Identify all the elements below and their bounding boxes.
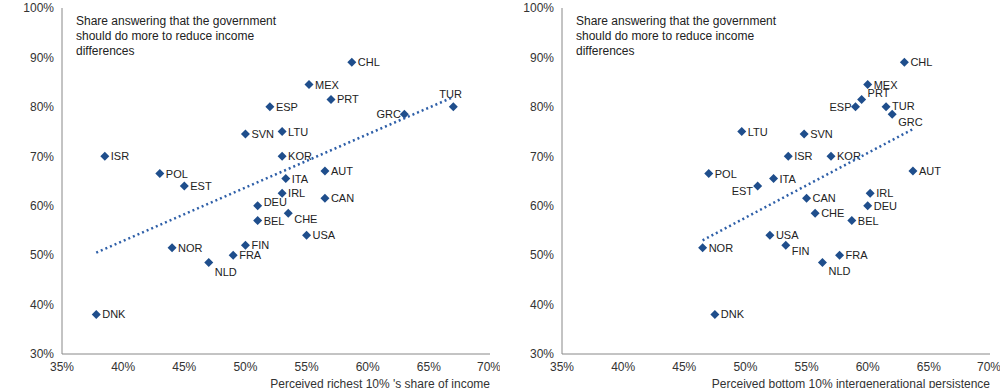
svg-text:70%: 70% bbox=[530, 150, 554, 164]
svg-text:ISR: ISR bbox=[111, 150, 129, 162]
svg-text:70%: 70% bbox=[977, 360, 992, 374]
svg-text:90%: 90% bbox=[30, 51, 54, 65]
svg-text:55%: 55% bbox=[795, 360, 819, 374]
svg-text:ESP: ESP bbox=[829, 101, 851, 113]
svg-text:GRC: GRC bbox=[376, 108, 401, 120]
svg-text:EST: EST bbox=[190, 180, 212, 192]
svg-text:Perceived richest 10% 's share: Perceived richest 10% 's share of income bbox=[270, 377, 490, 388]
svg-text:KOR: KOR bbox=[288, 150, 312, 163]
svg-text:CHE: CHE bbox=[821, 207, 844, 219]
svg-text:IRL: IRL bbox=[876, 187, 893, 199]
svg-text:80%: 80% bbox=[530, 100, 554, 114]
svg-text:40%: 40% bbox=[111, 360, 135, 374]
svg-text:30%: 30% bbox=[30, 347, 54, 361]
svg-text:30%: 30% bbox=[530, 347, 554, 361]
svg-text:EST: EST bbox=[732, 185, 754, 197]
svg-text:FRA: FRA bbox=[846, 249, 869, 261]
svg-text:45%: 45% bbox=[672, 360, 696, 374]
svg-text:CHL: CHL bbox=[910, 56, 932, 68]
svg-text:NLD: NLD bbox=[215, 266, 237, 278]
svg-text:80%: 80% bbox=[30, 100, 54, 114]
svg-text:35%: 35% bbox=[50, 360, 74, 374]
svg-text:GRC: GRC bbox=[898, 116, 923, 128]
svg-text:40%: 40% bbox=[611, 360, 635, 374]
svg-text:50%: 50% bbox=[530, 248, 554, 262]
svg-text:Perceived bottom 10% intergene: Perceived bottom 10% intergenerational p… bbox=[712, 377, 990, 388]
svg-text:SVN: SVN bbox=[810, 128, 833, 140]
svg-text:100%: 100% bbox=[523, 1, 554, 15]
html-text:Share answering that the gover: Share answering that the government shou… bbox=[576, 14, 777, 58]
svg-text:35%: 35% bbox=[550, 360, 574, 374]
svg-text:AUT: AUT bbox=[331, 165, 353, 177]
svg-text:DNK: DNK bbox=[721, 308, 745, 320]
svg-text:60%: 60% bbox=[356, 360, 380, 374]
svg-text:CAN: CAN bbox=[331, 192, 354, 204]
svg-text:USA: USA bbox=[776, 229, 799, 241]
svg-text:FIN: FIN bbox=[792, 245, 810, 257]
svg-text:55%: 55% bbox=[295, 360, 319, 374]
svg-text:POL: POL bbox=[715, 168, 737, 180]
svg-text:BEL: BEL bbox=[858, 215, 879, 227]
svg-text:NOR: NOR bbox=[178, 242, 203, 254]
svg-text:MEX: MEX bbox=[315, 79, 340, 91]
svg-text:45%: 45% bbox=[172, 360, 196, 374]
svg-text:DEU: DEU bbox=[874, 200, 897, 212]
svg-text:ITA: ITA bbox=[780, 173, 797, 185]
svg-text:ESP: ESP bbox=[276, 101, 298, 113]
svg-text:TUR: TUR bbox=[439, 87, 462, 100]
svg-text:100%: 100% bbox=[23, 1, 54, 15]
svg-text:65%: 65% bbox=[917, 360, 941, 374]
svg-text:70%: 70% bbox=[477, 360, 500, 374]
svg-text:FRA: FRA bbox=[239, 249, 262, 261]
svg-text:50%: 50% bbox=[233, 360, 257, 374]
svg-text:70%: 70% bbox=[30, 150, 54, 164]
svg-text:AUT: AUT bbox=[919, 165, 941, 177]
svg-text:CHL: CHL bbox=[358, 56, 380, 68]
svg-text:60%: 60% bbox=[30, 199, 54, 213]
svg-text:NOR: NOR bbox=[709, 242, 734, 254]
svg-text:90%: 90% bbox=[530, 51, 554, 65]
svg-text:KOR: KOR bbox=[837, 150, 861, 162]
svg-text:DEU: DEU bbox=[264, 196, 287, 208]
svg-text:50%: 50% bbox=[733, 360, 757, 374]
svg-text:MEX: MEX bbox=[873, 78, 898, 91]
svg-text:CAN: CAN bbox=[813, 192, 836, 204]
svg-text:LTU: LTU bbox=[288, 126, 308, 138]
html-text:Share answering that the gover: Share answering that the government shou… bbox=[76, 14, 277, 58]
svg-text:PRT: PRT bbox=[337, 93, 359, 105]
svg-text:60%: 60% bbox=[530, 199, 554, 213]
svg-text:LTU: LTU bbox=[748, 126, 768, 138]
svg-text:BEL: BEL bbox=[264, 215, 285, 227]
svg-text:NLD: NLD bbox=[828, 265, 850, 277]
svg-text:50%: 50% bbox=[30, 248, 54, 262]
svg-text:40%: 40% bbox=[530, 298, 554, 312]
svg-text:DNK: DNK bbox=[102, 308, 126, 320]
svg-text:FIN: FIN bbox=[251, 239, 270, 252]
svg-text:SVN: SVN bbox=[251, 128, 274, 140]
svg-text:PRT: PRT bbox=[868, 87, 890, 99]
svg-text:USA: USA bbox=[313, 229, 336, 241]
svg-text:TUR: TUR bbox=[892, 100, 915, 112]
svg-text:POL: POL bbox=[166, 168, 188, 180]
svg-text:60%: 60% bbox=[856, 360, 880, 374]
svg-text:CHE: CHE bbox=[294, 213, 317, 225]
svg-text:ITA: ITA bbox=[292, 173, 309, 185]
svg-text:40%: 40% bbox=[30, 298, 54, 312]
svg-text:IRL: IRL bbox=[288, 187, 305, 199]
svg-text:65%: 65% bbox=[417, 360, 441, 374]
svg-text:ISR: ISR bbox=[794, 150, 812, 162]
